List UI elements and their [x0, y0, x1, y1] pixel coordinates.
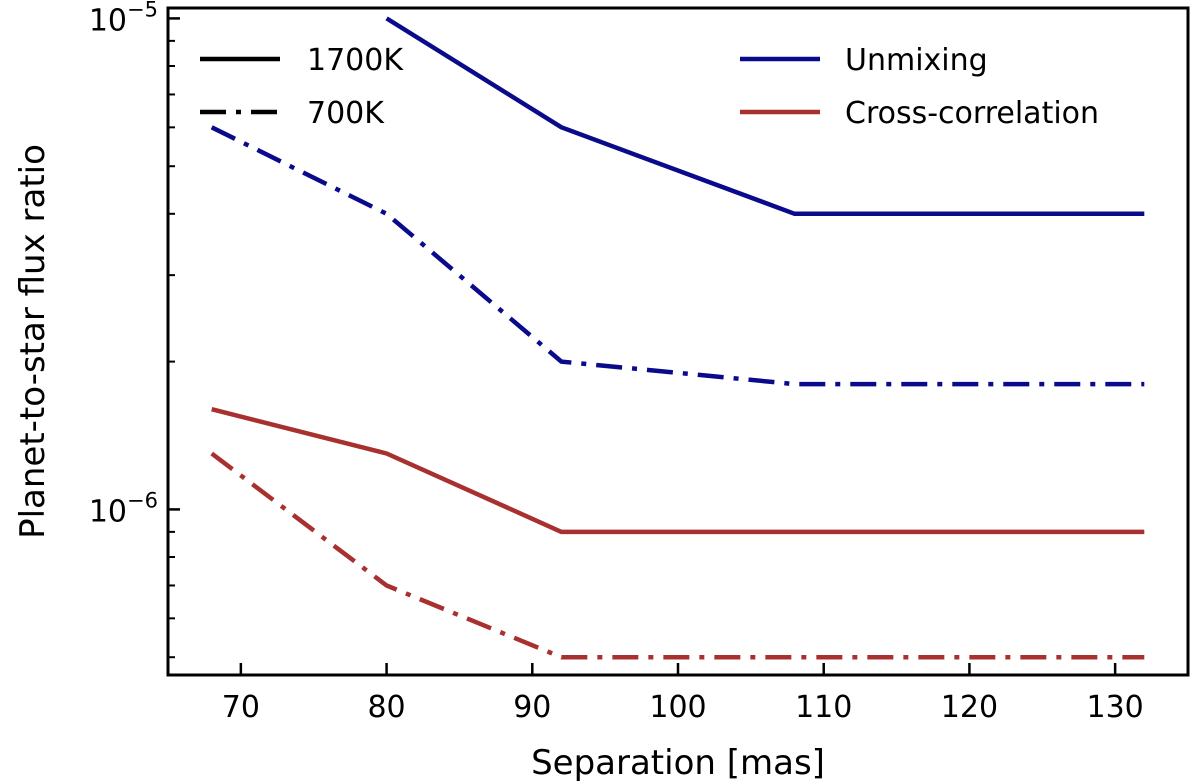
series-line-2: [211, 407, 1145, 535]
x-tick-label: 130: [1087, 690, 1144, 725]
legend-method-label-1: Cross-correlation: [845, 96, 1099, 131]
legend-style-label-1: 700K: [307, 96, 385, 131]
y-tick-label: 10−6: [89, 488, 158, 529]
x-axis-title: Separation [mas]: [531, 743, 825, 783]
x-tick-label: 80: [367, 690, 405, 725]
legend-style-label-0: 1700K: [307, 43, 404, 78]
x-tick-label: 100: [649, 690, 706, 725]
x-tick-label: 110: [795, 690, 852, 725]
series-line-1: [210, 125, 1145, 387]
x-tick-label: 120: [941, 690, 998, 725]
y-tick-label: 10−5: [89, 0, 158, 38]
x-tick-label: 90: [513, 690, 551, 725]
y-axis-title: Planet-to-star flux ratio: [13, 144, 53, 539]
series-layer: [210, 16, 1145, 660]
plot-frame: [166, 6, 1190, 677]
series-line-0: [385, 16, 1145, 217]
legend-method-label-0: Unmixing: [845, 43, 988, 78]
ticks-layer: 70 80 90 100 110 120 130 10−6 10−5: [89, 0, 1144, 725]
legend-layer: 1700K 700K Unmixing Cross-correlation: [200, 43, 1099, 131]
series-line-3: [210, 451, 1145, 660]
x-tick-label: 70: [222, 690, 260, 725]
